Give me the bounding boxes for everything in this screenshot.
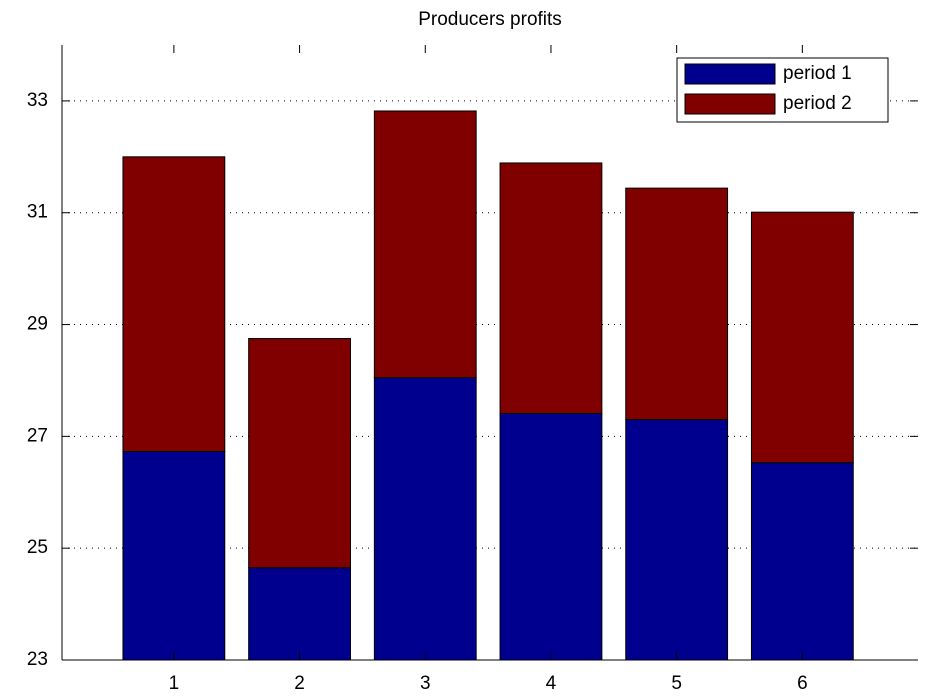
bar-segment — [373, 377, 477, 661]
x-tick-label: 5 — [671, 673, 682, 694]
bar-segment — [373, 110, 477, 379]
x-tick-label: 6 — [797, 673, 808, 694]
bar-segment — [499, 412, 603, 661]
x-tick-label: 3 — [420, 673, 431, 694]
x-tick-label: 4 — [546, 673, 557, 694]
bar-segment — [625, 419, 729, 661]
bar-segment — [248, 567, 351, 661]
y-tick-label: 29 — [27, 314, 48, 335]
bar-segment — [750, 211, 854, 464]
bar-segment — [499, 162, 603, 414]
y-tick-label: 25 — [27, 537, 48, 558]
bar-segment — [248, 338, 351, 569]
legend-swatch — [684, 93, 776, 115]
x-tick-label: 1 — [169, 673, 180, 694]
legend-label: period 1 — [783, 63, 852, 84]
chart-title: Producers profits — [418, 9, 562, 30]
bar-segment — [625, 187, 729, 421]
y-tick-label: 27 — [27, 425, 48, 446]
y-tick-label: 31 — [27, 202, 48, 223]
legend-label: period 2 — [783, 93, 852, 114]
y-tick-label: 33 — [27, 90, 48, 111]
bar-segment — [750, 462, 854, 661]
bar-segment — [122, 156, 226, 452]
legend-swatch — [684, 63, 776, 85]
y-tick-label: 23 — [27, 649, 48, 670]
x-tick-label: 2 — [294, 673, 305, 694]
bar-segment — [122, 450, 226, 661]
